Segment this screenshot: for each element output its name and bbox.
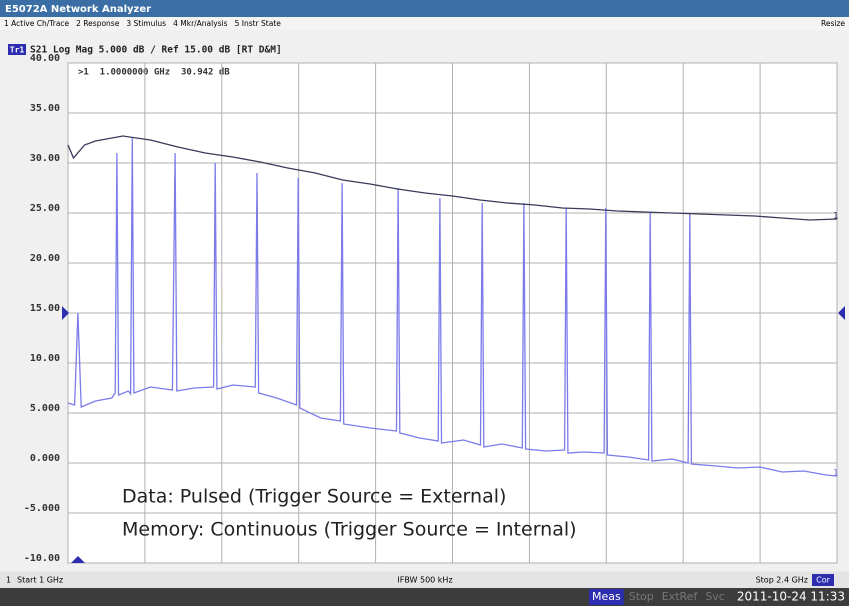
menu-item[interactable]: 1 Active Ch/Trace xyxy=(4,19,70,28)
trace xyxy=(67,137,838,477)
status-indicator: Meas xyxy=(592,590,621,603)
trace-end-label: 1 xyxy=(833,469,839,479)
status-indicator: ExtRef xyxy=(662,590,699,603)
y-tick-label: -5.000 xyxy=(24,503,60,514)
y-tick-label: 30.00 xyxy=(30,153,60,164)
channel-number: 1 xyxy=(6,576,11,585)
y-tick-label: 5.000 xyxy=(30,403,60,414)
title-bar xyxy=(0,0,849,17)
status-bar xyxy=(0,572,849,588)
start-frequency: Start 1 GHz xyxy=(17,576,63,585)
menu-item[interactable]: 5 Instr State xyxy=(235,19,282,28)
cor-badge-bg xyxy=(812,574,834,586)
resize-button[interactable]: Resize xyxy=(821,19,845,28)
status-indicator: Svc xyxy=(705,590,725,603)
ifbw: IFBW 500 kHz xyxy=(397,576,452,585)
stop-frequency: Stop 2.4 GHz xyxy=(756,576,808,585)
cor-indicator: Cor xyxy=(816,576,830,585)
bottom-bar xyxy=(0,588,849,606)
y-tick-label: 10.00 xyxy=(30,353,60,364)
y-tick-label: 0.000 xyxy=(30,453,60,464)
y-tick-label: 35.00 xyxy=(30,103,60,114)
menu-item[interactable]: 2 Response xyxy=(76,19,120,28)
annotation: Memory: Continuous (Trigger Source = Int… xyxy=(122,519,577,541)
y-tick-label: 25.00 xyxy=(30,203,60,214)
trace-end-label: 1 xyxy=(833,212,839,222)
status-indicator: Stop xyxy=(629,590,654,603)
marker-readout: >1 1.0000000 GHz 30.942 dB xyxy=(78,68,230,78)
y-tick-label: 20.00 xyxy=(30,253,60,264)
annotation: Data: Pulsed (Trigger Source = External) xyxy=(122,486,506,508)
trace-badge-bg xyxy=(8,44,26,55)
y-tick-label: -10.00 xyxy=(24,553,60,564)
y-tick-label: 40.00 xyxy=(30,53,60,64)
ref-marker xyxy=(838,306,845,320)
menu-item[interactable]: 3 Stimulus xyxy=(126,19,166,28)
trace-header: S21 Log Mag 5.000 dB / Ref 15.00 dB [RT … xyxy=(30,45,282,56)
trace-badge[interactable]: Tr1 xyxy=(10,46,25,55)
y-tick-label: 15.00 xyxy=(30,303,60,314)
trace xyxy=(67,135,838,221)
ref-marker xyxy=(62,306,69,320)
menu-item[interactable]: 4 Mkr/Analysis xyxy=(173,19,228,28)
window-title: E5072A Network Analyzer xyxy=(5,4,151,15)
menu-bar xyxy=(0,17,849,30)
meas-highlight xyxy=(589,589,624,605)
datetime: 2011-10-24 11:33 xyxy=(737,590,845,604)
stimulus-marker xyxy=(71,556,85,563)
